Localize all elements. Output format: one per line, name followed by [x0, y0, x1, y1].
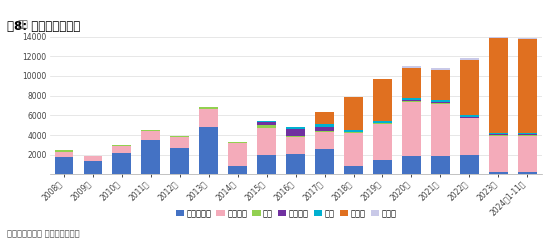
Bar	[344, 133, 363, 166]
Bar	[257, 121, 276, 122]
Bar	[431, 100, 450, 102]
Bar	[84, 156, 102, 161]
Bar	[257, 155, 276, 174]
Bar	[518, 133, 537, 134]
Bar	[373, 79, 392, 121]
Bar	[141, 130, 160, 131]
Bar	[373, 121, 392, 123]
Bar	[344, 132, 363, 133]
Bar	[344, 130, 363, 132]
Bar	[286, 129, 305, 136]
Bar	[489, 135, 508, 136]
Bar	[518, 38, 537, 39]
Bar	[199, 110, 218, 127]
Bar	[431, 103, 450, 156]
Bar	[54, 150, 73, 152]
Bar	[402, 68, 421, 98]
Bar	[286, 127, 305, 129]
Bar	[315, 149, 334, 174]
Bar	[431, 102, 450, 103]
Bar	[489, 37, 508, 38]
Bar	[315, 131, 334, 132]
Bar	[373, 123, 392, 124]
Bar	[518, 134, 537, 135]
Bar	[315, 112, 334, 124]
Legend: 印度尼西亚, 澳大利亚, 印度, 马来西亚, 巴西, 几内亚, 土耳其: 印度尼西亚, 澳大利亚, 印度, 马来西亚, 巴西, 几内亚, 土耳其	[175, 209, 397, 218]
Bar	[141, 140, 160, 174]
Bar	[54, 157, 73, 174]
Bar	[286, 154, 305, 174]
Bar	[460, 115, 478, 117]
Bar	[518, 135, 537, 136]
Bar	[199, 127, 218, 174]
Bar	[460, 118, 478, 155]
Bar	[402, 156, 421, 174]
Bar	[431, 68, 450, 70]
Bar	[402, 100, 421, 101]
Bar	[113, 145, 131, 146]
Bar	[489, 38, 508, 133]
Bar	[402, 98, 421, 100]
Bar	[460, 60, 478, 115]
Text: 资料来源：海关 新湖期货研究所: 资料来源：海关 新湖期货研究所	[7, 229, 79, 238]
Bar	[199, 107, 218, 110]
Bar	[344, 166, 363, 174]
Bar	[489, 134, 508, 135]
Bar	[489, 136, 508, 173]
Bar	[170, 136, 189, 137]
Bar	[518, 173, 537, 174]
Bar	[228, 143, 247, 166]
Bar	[373, 124, 392, 160]
Bar	[113, 146, 131, 153]
Bar	[460, 117, 478, 118]
Bar	[344, 97, 363, 130]
Bar	[402, 102, 421, 156]
Bar	[518, 39, 537, 133]
Bar	[402, 66, 421, 68]
Bar	[460, 155, 478, 174]
Bar	[257, 122, 276, 125]
Bar	[431, 156, 450, 174]
Bar	[315, 124, 334, 127]
Bar	[402, 101, 421, 102]
Bar	[170, 137, 189, 148]
Bar	[286, 137, 305, 154]
Bar	[228, 166, 247, 174]
Text: 万吨: 万吨	[18, 21, 28, 30]
Bar	[141, 131, 160, 140]
Bar	[315, 132, 334, 149]
Bar	[84, 161, 102, 174]
Bar	[170, 148, 189, 174]
Text: 图8: 铝土矿进口结构: 图8: 铝土矿进口结构	[7, 20, 80, 33]
Bar	[113, 153, 131, 174]
Bar	[315, 127, 334, 131]
Bar	[489, 133, 508, 134]
Bar	[431, 70, 450, 100]
Bar	[54, 152, 73, 157]
Bar	[257, 125, 276, 128]
Bar	[228, 142, 247, 143]
Bar	[460, 58, 478, 60]
Bar	[257, 128, 276, 155]
Bar	[489, 173, 508, 174]
Bar	[518, 136, 537, 173]
Bar	[286, 136, 305, 137]
Bar	[373, 160, 392, 174]
